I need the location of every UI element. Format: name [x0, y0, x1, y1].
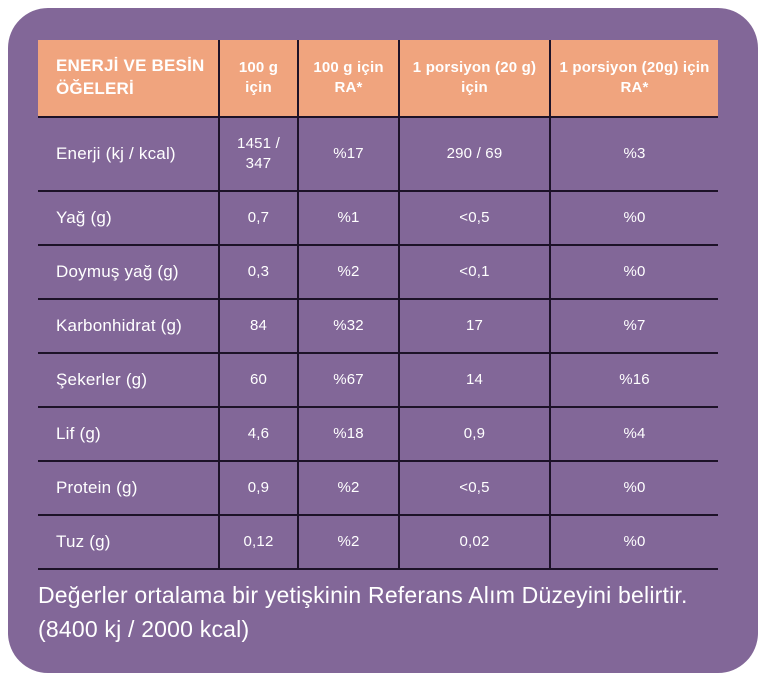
value-per-portion-ra: %0 [549, 462, 718, 516]
row-label: Doymuş yağ (g) [38, 246, 218, 300]
nutrition-card: ENERJİ VE BESİN ÖĞELERİ 100 g için 100 g… [8, 8, 758, 673]
column-header-portion-ra: 1 porsiyon (20g) için RA* [549, 40, 718, 118]
value-per-portion-ra: %3 [549, 118, 718, 192]
value-per-portion: <0,1 [398, 246, 549, 300]
row-label: Protein (g) [38, 462, 218, 516]
row-label: Karbonhidrat (g) [38, 300, 218, 354]
value-per-100g-ra: %18 [297, 408, 398, 462]
value-per-100g: 84 [218, 300, 297, 354]
value-per-100g-ra: %17 [297, 118, 398, 192]
table-row-salt: Tuz (g) 0,12 %2 0,02 %0 [38, 516, 718, 570]
column-header-per-100g-ra: 100 g için RA* [297, 40, 398, 118]
value-per-portion-ra: %0 [549, 246, 718, 300]
nutrition-table: ENERJİ VE BESİN ÖĞELERİ 100 g için 100 g… [38, 40, 718, 570]
value-per-100g-ra: %2 [297, 462, 398, 516]
row-label: Şekerler (g) [38, 354, 218, 408]
table-header-row: ENERJİ VE BESİN ÖĞELERİ 100 g için 100 g… [38, 40, 718, 118]
value-per-100g: 0,9 [218, 462, 297, 516]
value-per-portion-ra: %7 [549, 300, 718, 354]
reference-intake-note: Değerler ortalama bir yetişkinin Referan… [38, 582, 688, 643]
column-header-per-100g: 100 g için [218, 40, 297, 118]
value-per-100g-ra: %32 [297, 300, 398, 354]
value-per-100g: 0,7 [218, 192, 297, 246]
value-per-100g: 60 [218, 354, 297, 408]
value-per-portion-ra: %0 [549, 516, 718, 570]
value-per-100g-ra: %2 [297, 516, 398, 570]
value-per-100g-ra: %67 [297, 354, 398, 408]
table-row-energy: Enerji (kj / kcal) 1451 / 347 %17 290 / … [38, 118, 718, 192]
value-per-portion-ra: %16 [549, 354, 718, 408]
table-row-protein: Protein (g) 0,9 %2 <0,5 %0 [38, 462, 718, 516]
value-per-100g: 1451 / 347 [218, 118, 297, 192]
value-per-portion: <0,5 [398, 462, 549, 516]
column-header-portion: 1 porsiyon (20 g) için [398, 40, 549, 118]
column-header-nutrients: ENERJİ VE BESİN ÖĞELERİ [38, 40, 218, 118]
row-label: Tuz (g) [38, 516, 218, 570]
value-per-portion: 290 / 69 [398, 118, 549, 192]
value-per-portion-ra: %4 [549, 408, 718, 462]
value-per-portion: 0,02 [398, 516, 549, 570]
value-per-100g: 4,6 [218, 408, 297, 462]
value-per-portion: 0,9 [398, 408, 549, 462]
row-label: Lif (g) [38, 408, 218, 462]
value-per-portion: 17 [398, 300, 549, 354]
table-row-sugars: Şekerler (g) 60 %67 14 %16 [38, 354, 718, 408]
value-per-100g: 0,3 [218, 246, 297, 300]
table-row-saturated-fat: Doymuş yağ (g) 0,3 %2 <0,1 %0 [38, 246, 718, 300]
value-per-portion: <0,5 [398, 192, 549, 246]
value-per-100g: 0,12 [218, 516, 297, 570]
table-row-carbohydrate: Karbonhidrat (g) 84 %32 17 %7 [38, 300, 718, 354]
value-per-100g-ra: %2 [297, 246, 398, 300]
table-row-fat: Yağ (g) 0,7 %1 <0,5 %0 [38, 192, 718, 246]
value-per-portion: 14 [398, 354, 549, 408]
row-label: Yağ (g) [38, 192, 218, 246]
table-row-fibre: Lif (g) 4,6 %18 0,9 %4 [38, 408, 718, 462]
row-label: Enerji (kj / kcal) [38, 118, 218, 192]
value-per-portion-ra: %0 [549, 192, 718, 246]
value-per-100g-ra: %1 [297, 192, 398, 246]
